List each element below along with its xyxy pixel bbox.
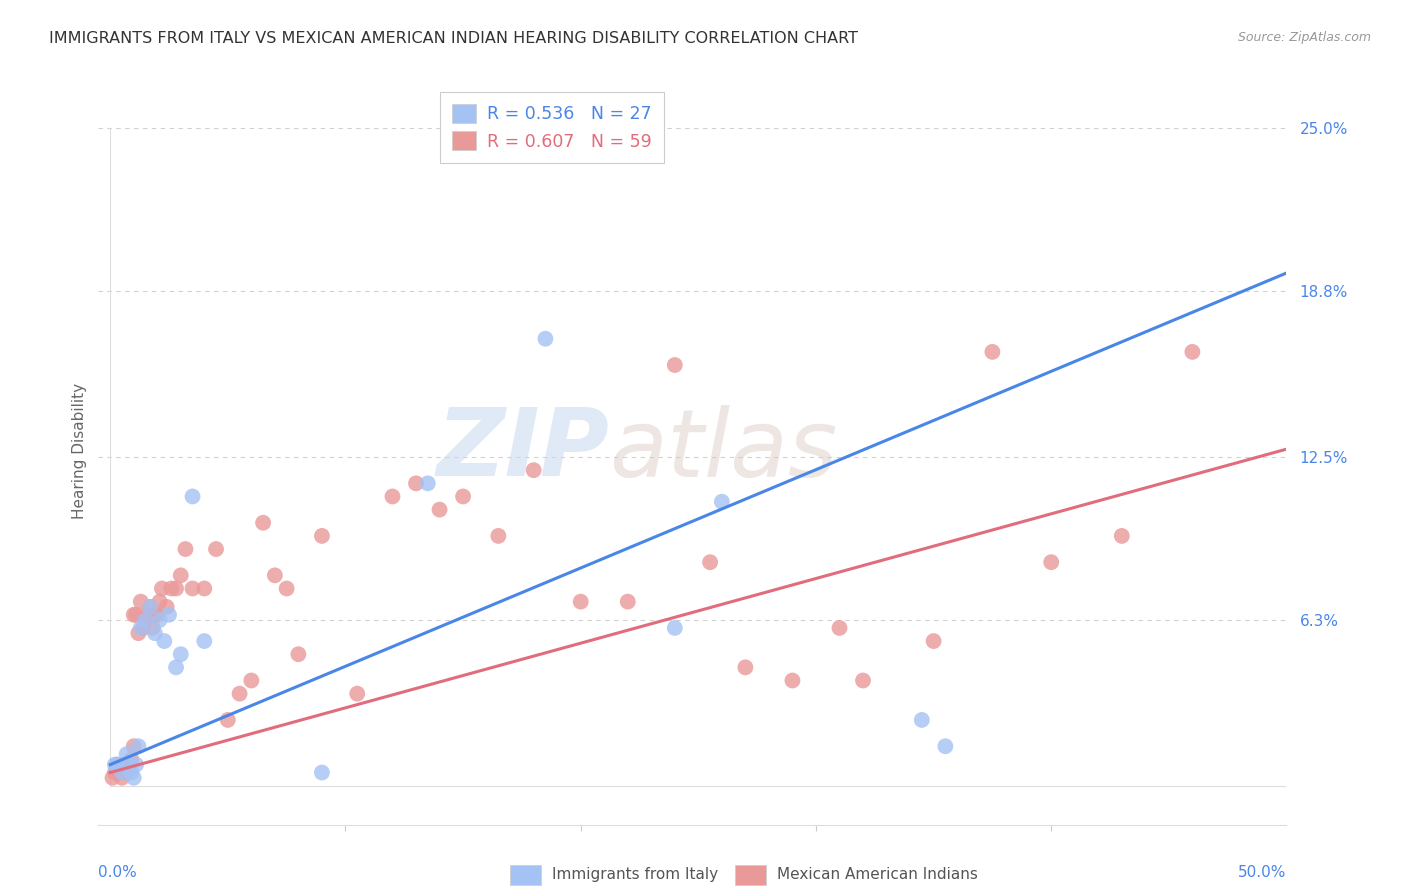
Point	[141, 621, 163, 635]
Point	[217, 713, 239, 727]
Point	[405, 476, 427, 491]
Point	[111, 771, 134, 785]
Text: 0.0%: 0.0%	[98, 865, 138, 880]
Point	[139, 599, 162, 614]
Point	[1040, 555, 1063, 569]
Text: 50.0%: 50.0%	[1239, 865, 1286, 880]
Point	[120, 752, 142, 766]
Point	[134, 613, 156, 627]
Point	[569, 594, 592, 608]
Point	[381, 490, 404, 504]
Point	[616, 594, 638, 608]
Point	[143, 607, 166, 622]
Point	[252, 516, 274, 530]
Point	[157, 607, 180, 622]
Point	[160, 582, 183, 596]
Point	[828, 621, 851, 635]
Point	[115, 747, 138, 761]
Point	[193, 634, 215, 648]
Point	[782, 673, 804, 688]
Point	[664, 358, 686, 372]
Point	[118, 757, 141, 772]
Legend: R = 0.536   N = 27, R = 0.607   N = 59: R = 0.536 N = 27, R = 0.607 N = 59	[440, 92, 664, 162]
Point	[451, 490, 474, 504]
Point	[240, 673, 263, 688]
Point	[122, 607, 145, 622]
Point	[165, 582, 187, 596]
Point	[134, 613, 156, 627]
Point	[181, 582, 204, 596]
Text: IMMIGRANTS FROM ITALY VS MEXICAN AMERICAN INDIAN HEARING DISABILITY CORRELATION : IMMIGRANTS FROM ITALY VS MEXICAN AMERICA…	[49, 31, 858, 46]
Point	[150, 582, 173, 596]
Point	[149, 613, 172, 627]
Point	[105, 757, 128, 772]
Text: ZIP: ZIP	[436, 404, 609, 497]
Point	[486, 529, 509, 543]
Point	[139, 599, 162, 614]
Point	[143, 626, 166, 640]
Point	[165, 660, 187, 674]
Point	[1181, 344, 1204, 359]
Point	[205, 542, 228, 557]
Point	[125, 757, 148, 772]
Point	[981, 344, 1004, 359]
Point	[346, 687, 368, 701]
Point	[181, 490, 204, 504]
Text: Mexican American Indians: Mexican American Indians	[778, 867, 977, 882]
Point	[276, 582, 298, 596]
Text: Immigrants from Italy: Immigrants from Italy	[553, 867, 718, 882]
Point	[174, 542, 197, 557]
Point	[534, 332, 557, 346]
Point	[664, 621, 686, 635]
Point	[105, 757, 128, 772]
Point	[228, 687, 250, 701]
Point	[122, 771, 145, 785]
Point	[125, 607, 148, 622]
Point	[429, 502, 451, 516]
Point	[101, 771, 124, 785]
Point	[170, 647, 193, 661]
Point	[122, 739, 145, 754]
Text: atlas: atlas	[609, 405, 838, 496]
Point	[108, 765, 131, 780]
Point	[111, 765, 134, 780]
Point	[922, 634, 945, 648]
Point	[734, 660, 756, 674]
Point	[287, 647, 309, 661]
Point	[127, 626, 149, 640]
Point	[911, 713, 934, 727]
Point	[136, 607, 159, 622]
Point	[170, 568, 193, 582]
Point	[104, 765, 127, 780]
Text: Source: ZipAtlas.com: Source: ZipAtlas.com	[1237, 31, 1371, 45]
Point	[699, 555, 721, 569]
Point	[149, 594, 172, 608]
Point	[523, 463, 546, 477]
Point	[146, 607, 169, 622]
Point	[1111, 529, 1133, 543]
Point	[153, 634, 176, 648]
Point	[416, 476, 439, 491]
Point	[129, 621, 152, 635]
Point	[193, 582, 215, 596]
Point	[311, 529, 333, 543]
Point	[104, 757, 127, 772]
Point	[112, 757, 135, 772]
Point	[129, 594, 152, 608]
Point	[263, 568, 285, 582]
Y-axis label: Hearing Disability: Hearing Disability	[72, 383, 87, 518]
Point	[115, 765, 138, 780]
Point	[852, 673, 875, 688]
Point	[120, 765, 142, 780]
Point	[132, 621, 155, 635]
Point	[311, 765, 333, 780]
Point	[127, 739, 149, 754]
Point	[118, 757, 141, 772]
Point	[934, 739, 956, 754]
Point	[156, 599, 179, 614]
Point	[710, 494, 733, 508]
